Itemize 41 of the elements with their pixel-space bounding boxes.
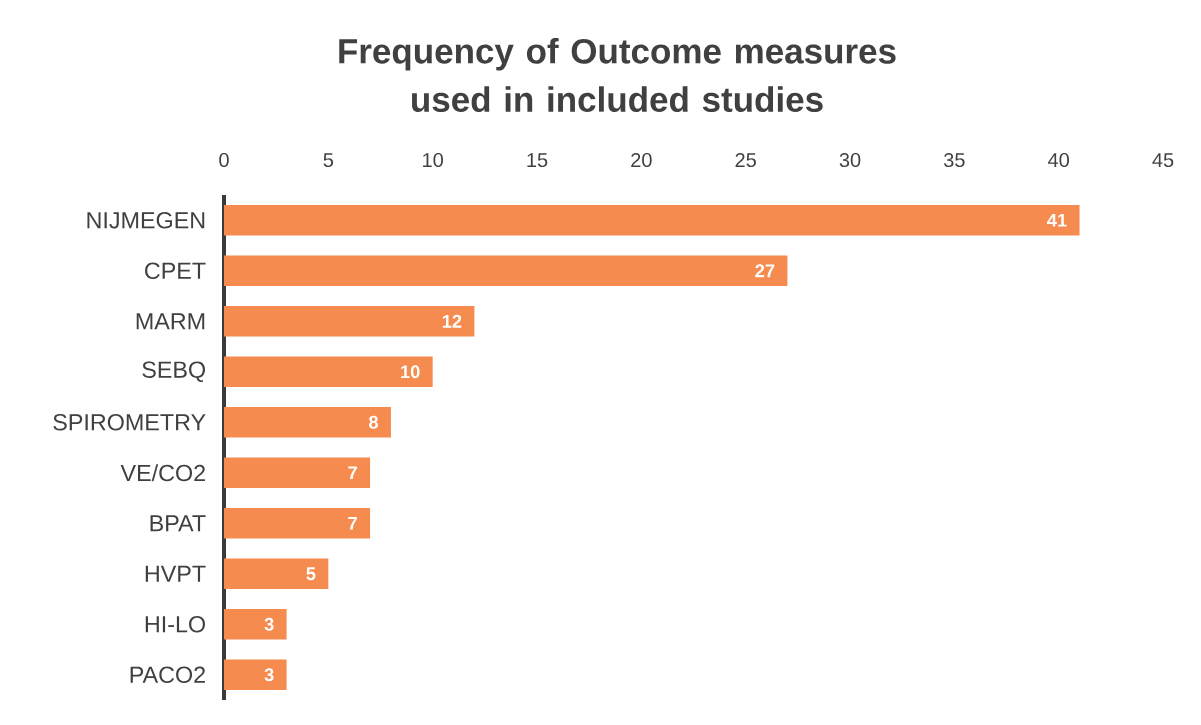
bar [224,205,1080,236]
data-label: 3 [264,617,274,631]
y-tick-label: PACO2 [130,666,205,684]
bar [224,356,433,387]
x-tick-label: 40 [1048,152,1070,168]
x-tick-label: 5 [323,153,334,168]
y-tick-label: MARM [136,313,205,330]
y-tick-label: SEBQ [142,361,206,383]
chart-title: Frequency of Outcome measures used in included studies [339,37,896,112]
bar [224,558,329,589]
x-tick-label: 15 [527,153,548,168]
data-label: 27 [755,264,775,278]
x-tick-label: 10 [423,152,444,168]
bar [224,609,287,640]
data-label: 41 [1047,213,1067,227]
bar [224,306,475,337]
y-tick-label: VE/CO2 [120,464,205,482]
bar [224,407,391,438]
data-label: 3 [264,668,274,682]
x-tick-label: 25 [735,152,756,168]
data-label: 7 [348,466,357,480]
y-tick-label: BPAT [150,515,206,532]
data-label: 10 [401,365,420,379]
data-label: 12 [442,314,462,328]
data-label: 8 [368,415,379,429]
x-tick-label: 35 [943,152,965,168]
y-tick-label: HVPT [145,565,206,582]
x-tick-label: 20 [631,152,652,168]
data-label: 7 [348,516,357,530]
bar [224,457,371,488]
data-label: 5 [306,567,316,581]
bar [224,659,287,690]
y-tick-label: HI-LO [145,615,205,633]
y-tick-label: CPET [145,262,206,280]
bar [224,255,788,286]
y-tick-label: NIJMEGEN [87,211,205,229]
x-tick-label: 0 [219,152,229,168]
y-tick-label: SPIROMETRY [53,413,206,431]
bar [224,508,371,539]
x-tick-label: 45 [1152,153,1174,168]
x-tick-label: 30 [839,152,861,168]
